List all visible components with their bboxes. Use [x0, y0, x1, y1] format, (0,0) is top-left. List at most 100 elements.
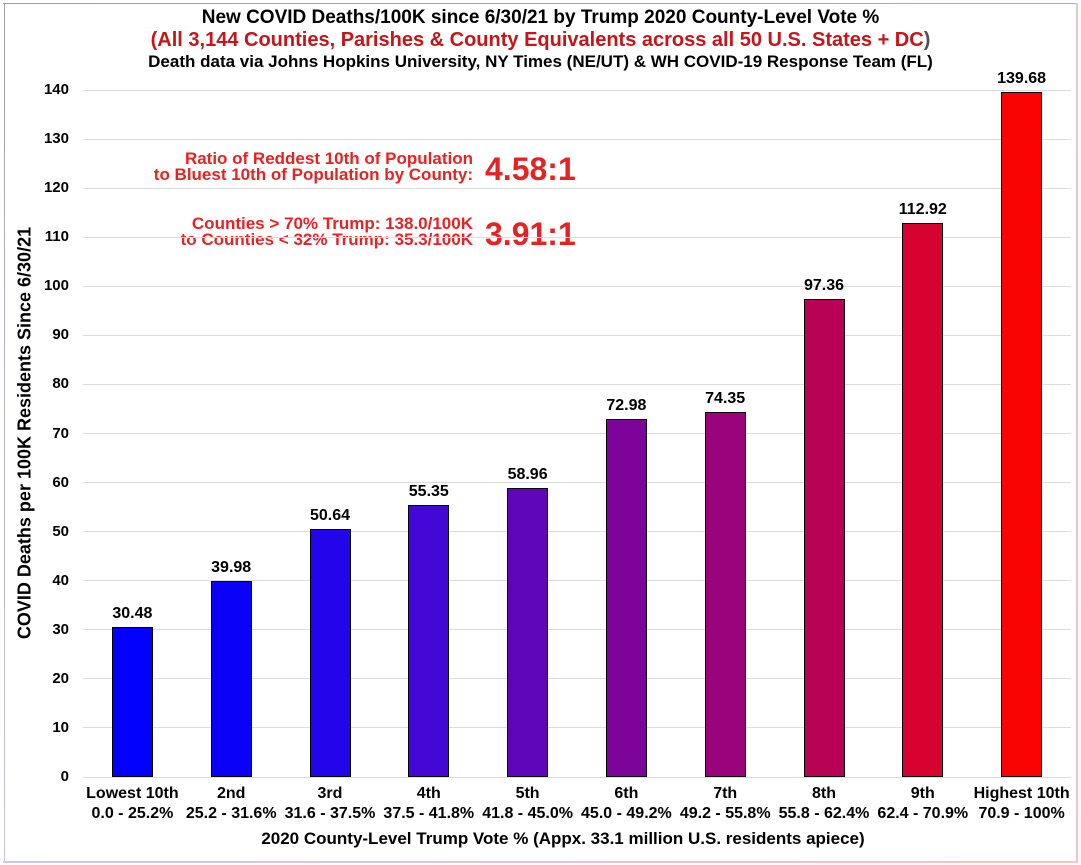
bar-value-label: 74.35	[705, 390, 746, 408]
x-tick-tier: 9th	[910, 785, 935, 802]
chart-frame-border-right	[1076, 3, 1078, 862]
bar	[507, 487, 549, 777]
bar-value-label: 58.96	[507, 465, 548, 483]
gridline	[83, 383, 1071, 385]
x-tick-label: 8th 55.8 - 62.4%	[765, 784, 884, 824]
annotation-70-32-value: 3.91:1	[485, 216, 576, 252]
gridline	[83, 531, 1071, 533]
y-tick-label: 60	[52, 473, 69, 491]
chart-header: New COVID Deaths/100K since 6/30/21 by T…	[0, 7, 1081, 72]
bar	[605, 418, 647, 777]
gridline	[83, 629, 1071, 631]
x-tick-tier: Highest 10th	[973, 785, 1070, 802]
x-tick-range: 55.8 - 62.4%	[778, 805, 870, 822]
gridline	[83, 727, 1071, 729]
x-tick-tier: 7th	[713, 785, 738, 802]
gridline	[83, 580, 1071, 582]
gridline	[83, 187, 1071, 189]
gridline	[83, 678, 1071, 680]
annotation-line: to Counties < 32% Trump: 35.3/100K	[180, 230, 473, 249]
y-tick-label: 20	[52, 669, 69, 687]
bar	[309, 528, 351, 777]
x-tick-range: 31.6 - 37.5%	[284, 805, 376, 822]
x-tick-label: 9th 62.4 - 70.9%	[863, 784, 982, 824]
chart-title: New COVID Deaths/100K since 6/30/21 by T…	[201, 7, 880, 28]
bar	[210, 580, 252, 777]
x-tick-label: 4th 37.5 - 41.8%	[369, 784, 488, 824]
bar-value-label: 112.92	[898, 200, 947, 218]
bar-value-label: 55.35	[408, 483, 449, 501]
chart-subtitle-text: (All 3,144 Counties, Parishes & County E…	[150, 29, 924, 51]
x-tick-range: 25.2 - 31.6%	[185, 805, 277, 822]
y-tick-label: 140	[43, 81, 69, 98]
y-tick-label: 130	[43, 130, 69, 148]
gridline	[83, 433, 1071, 434]
chart-source-credit: Death data via Johns Hopkins University,…	[148, 52, 933, 71]
bar	[803, 299, 845, 777]
chart-frame-border-bottom	[3, 861, 1078, 863]
y-tick-label: 110	[44, 228, 69, 246]
x-tick-tier: 4th	[416, 785, 441, 802]
bar	[704, 412, 746, 777]
y-tick-label: 0	[60, 768, 69, 785]
bar-value-label: 30.48	[112, 605, 153, 623]
annotation-line: to Bluest 10th of Population by County:	[153, 165, 473, 184]
annotation-line: Ratio of Reddest 10th of Population	[184, 149, 473, 168]
plot-area: 0 10 20 30 40 50 60 70 80 90 100 110 120 130 140 30.48 L…	[44, 70, 1071, 822]
gridline	[83, 285, 1071, 287]
x-tick-label: 5th 41.8 - 45.0%	[468, 784, 587, 824]
x-tick-label: Highest 10th 70.9 - 100%	[962, 784, 1081, 824]
y-tick-label: 100	[43, 277, 69, 295]
bar	[111, 627, 153, 777]
chart-frame-border-top	[3, 3, 1078, 4]
annotation-reddest-bluest-label: Ratio of Reddest 10th of Population to B…	[55, 149, 473, 184]
x-tick-tier: 6th	[614, 785, 639, 802]
x-tick-tier: 8th	[811, 785, 836, 802]
chart-frame-border-left	[4, 3, 5, 862]
gridline	[83, 138, 1071, 140]
bar-value-label: 72.98	[606, 396, 647, 414]
x-tick-tier: Lowest 10th	[86, 785, 179, 802]
annotation-70-32-ratio: Counties > 70% Trump: 138.0/100K to Coun…	[55, 214, 576, 252]
bar-value-label: 50.64	[309, 506, 351, 524]
y-tick-label: 70	[52, 424, 69, 442]
x-tick-label: 3rd 31.6 - 37.5%	[271, 784, 390, 824]
x-tick-tier: 5th	[515, 785, 540, 802]
chart-subtitle-paren: )	[923, 29, 931, 51]
gridline	[83, 776, 1071, 778]
chart-subtitle: (All 3,144 Counties, Parishes & County E…	[0, 29, 1081, 52]
x-tick-tier: 2nd	[216, 785, 246, 802]
y-tick-label: 10	[52, 718, 69, 736]
x-tick-range: 49.2 - 55.8%	[679, 805, 771, 822]
x-tick-label: 7th 49.2 - 55.8%	[666, 784, 785, 824]
x-axis-title: 2020 County-Level Trump Vote % (Appx. 33…	[261, 829, 865, 848]
y-tick-label: 40	[52, 571, 69, 589]
annotation-reddest-bluest-value: 4.58:1	[485, 151, 576, 187]
bar-value-label: 97.36	[803, 277, 845, 295]
x-tick-range: 70.9 - 100%	[978, 805, 1065, 822]
y-tick-label: 50	[52, 522, 69, 540]
gridline	[83, 334, 1071, 336]
bar	[902, 222, 944, 777]
bar	[408, 505, 450, 777]
x-tick-range: 62.4 - 70.9%	[877, 805, 969, 822]
gridline	[83, 236, 1071, 238]
annotation-reddest-bluest-ratio: Ratio of Reddest 10th of Population to B…	[55, 149, 576, 187]
annotation-line: Counties > 70% Trump: 138.0/100K	[191, 214, 473, 233]
bar-value-label: 39.98	[211, 558, 252, 576]
x-tick-label: Lowest 10th 0.0 - 25.2%	[73, 784, 192, 824]
x-tick-range: 41.8 - 45.0%	[482, 805, 573, 822]
x-tick-range: 37.5 - 41.8%	[383, 805, 475, 822]
x-tick-range: 0.0 - 25.2%	[91, 805, 174, 822]
bar	[1001, 91, 1043, 777]
annotation-70-32-label: Counties > 70% Trump: 138.0/100K to Coun…	[55, 214, 473, 249]
x-tick-label: 6th 45.0 - 49.2%	[567, 784, 686, 824]
x-tick-tier: 3rd	[317, 785, 343, 802]
y-tick-label: 90	[52, 326, 69, 344]
y-tick-label: 120	[43, 179, 69, 197]
gridline	[83, 89, 1071, 91]
x-tick-label: 2nd 25.2 - 31.6%	[172, 784, 291, 824]
y-tick-label: 80	[52, 375, 69, 393]
bar-value-label: 139.68	[997, 69, 1047, 87]
